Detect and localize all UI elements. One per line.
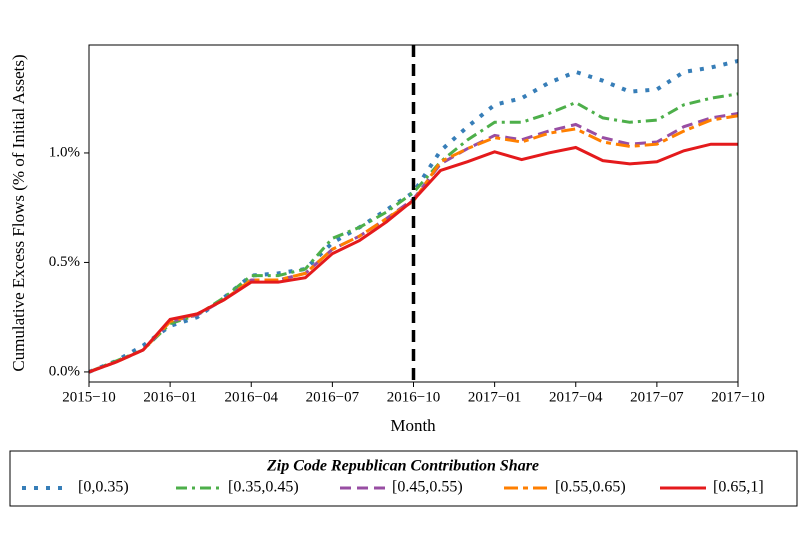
- legend-label: [0.45,0.55): [392, 479, 463, 496]
- x-tick-label: 2016−01: [143, 389, 196, 405]
- plot-frame: [88, 44, 739, 383]
- legend-label: [0.55,0.65): [555, 479, 626, 496]
- x-tick-label: 2017−04: [549, 389, 603, 405]
- legend-label: [0.35,0.45): [228, 479, 299, 496]
- x-tick-label: 2017−01: [468, 389, 521, 405]
- x-tick-label: 2017−07: [630, 389, 684, 405]
- x-tick-label: 2016−04: [225, 389, 279, 405]
- y-tick-label: 1.0%: [49, 144, 80, 160]
- legend-label: [0,0.35): [78, 479, 129, 496]
- y-tick-label: 0.0%: [49, 363, 80, 379]
- legend-label: [0.65,1]: [713, 479, 764, 496]
- x-tick-label: 2017−10: [711, 389, 764, 405]
- x-axis-label: Month: [390, 416, 436, 435]
- y-tick-label: 0.5%: [49, 254, 80, 270]
- x-tick-label: 2016−10: [387, 389, 440, 405]
- x-tick-label: 2016−07: [306, 389, 360, 405]
- x-tick-label: 2015−10: [62, 389, 115, 405]
- legend-title: Zip Code Republican Contribution Share: [266, 458, 539, 475]
- legend-box: [9, 450, 798, 507]
- series-line: [88, 59, 739, 374]
- y-axis-label: Cumulative Excess Flows (% of Initial As…: [9, 54, 28, 371]
